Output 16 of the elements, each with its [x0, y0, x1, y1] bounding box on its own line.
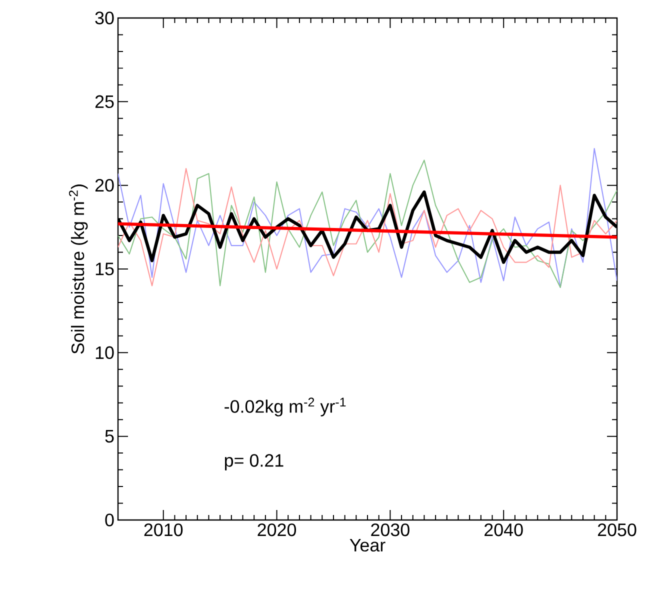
annotation: -0.02kg m$^{-2}$ yr$^{-1}$: [224, 398, 346, 416]
y-tick-label: 15: [96, 262, 114, 276]
y-tick-label: 25: [95, 95, 114, 108]
y-tick-label: 10: [96, 346, 114, 359]
y-axis-title: Soil moisture (kg m$^{-2}$): [68, 184, 88, 354]
annotation: p= 0.21: [224, 454, 284, 470]
x-tick-label: 2020: [258, 523, 296, 536]
y-tick-label: 0: [105, 514, 114, 526]
y-tick-label: 5: [105, 430, 114, 443]
x-axis-title: Year: [350, 539, 386, 552]
x-tick-label: 2050: [598, 523, 636, 536]
y-tick-label: 20: [95, 178, 114, 192]
x-tick-label: 2030: [371, 523, 410, 536]
x-tick-label: 2040: [484, 523, 523, 536]
y-tick-label: 30: [95, 12, 114, 24]
x-tick-label: 2010: [144, 523, 183, 536]
